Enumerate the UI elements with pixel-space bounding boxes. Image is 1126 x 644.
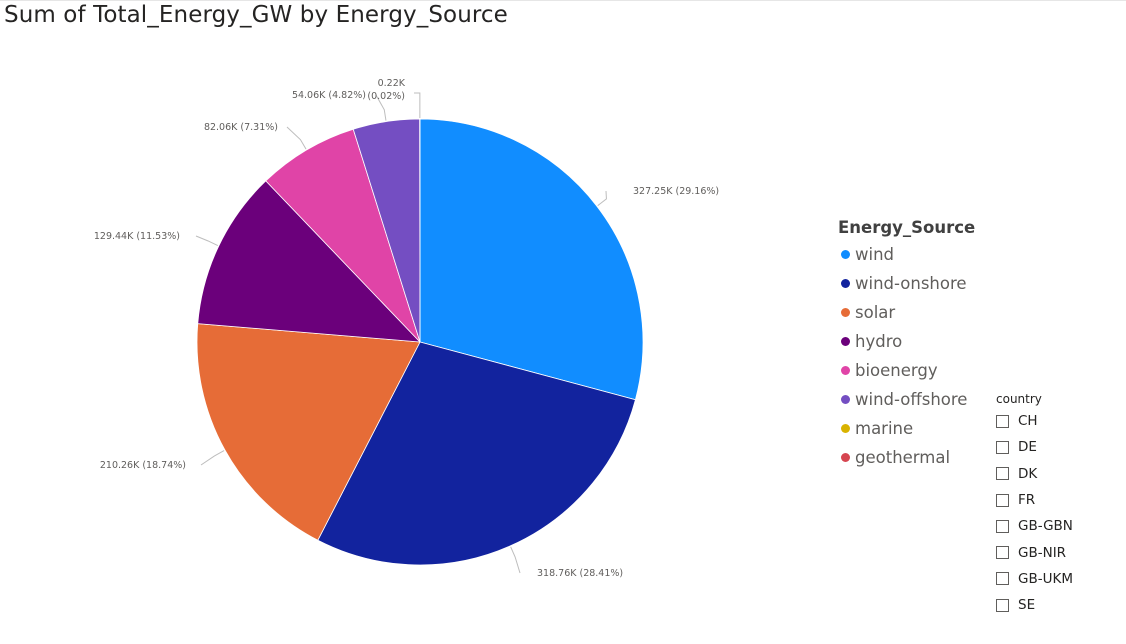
legend: Energy_Source wind wind-onshore solar hydro… [838, 216, 975, 472]
legend-item-wind-offshore[interactable]: wind-offshore [838, 385, 975, 414]
slicer-item-gb-gbn[interactable]: GB-GBN [996, 513, 1073, 539]
data-label-bioenergy: 82.06K (7.31%) [204, 122, 278, 133]
pie-slice-bioenergy[interactable] [265, 128, 421, 343]
legend-label: hydro [855, 332, 903, 351]
slicer-item-de[interactable]: DE [996, 434, 1073, 460]
legend-label: marine [855, 419, 914, 438]
slicer-item-label: DE [1018, 439, 1037, 456]
legend-item-bioenergy[interactable]: bioenergy [838, 356, 975, 385]
checkbox[interactable] [996, 414, 1009, 428]
data-label-hydro: 129.44K (11.53%) [94, 231, 180, 242]
slicer-item-gb-nir[interactable]: GB-NIR [996, 539, 1073, 565]
slicer-item-label: DK [1018, 465, 1038, 482]
legend-swatch [841, 453, 850, 462]
checkbox[interactable] [996, 572, 1009, 586]
slicer-item-label: GB-GBN [1018, 518, 1073, 535]
legend-title: Energy_Source [838, 218, 976, 237]
leader-line-bioenergy [286, 126, 307, 150]
legend-swatch [841, 250, 850, 259]
leader-line-marine [414, 92, 421, 119]
slicer-item-ch[interactable]: CH [996, 408, 1073, 434]
pie-slice-solar[interactable] [196, 323, 421, 541]
legend-item-marine[interactable]: marine [838, 414, 975, 443]
legend-swatch [841, 395, 850, 404]
slicer-title: country [996, 392, 1042, 406]
checkbox[interactable] [996, 440, 1009, 454]
legend-swatch [841, 279, 850, 288]
checkbox[interactable] [996, 493, 1009, 507]
data-label-marine-value: 0.22K [378, 78, 406, 89]
header-rule [0, 0, 1126, 1]
data-label-wind-offshore: 54.06K (4.82%) [292, 90, 366, 101]
data-label-marine-pct: (0.02%) [367, 91, 405, 102]
legend-label: wind-onshore [855, 274, 967, 293]
leader-line-wind-offshore [375, 94, 387, 121]
country-slicer: country CH DE DK FR GB-GBN GB-NIR GB-UKM SE [996, 390, 1073, 618]
slicer-item-label: CH [1018, 413, 1038, 430]
legend-swatch [841, 337, 850, 346]
leader-line-solar [200, 450, 225, 466]
legend-swatch [841, 424, 850, 433]
checkbox[interactable] [996, 598, 1009, 612]
legend-item-wind[interactable]: wind [838, 240, 975, 269]
legend-swatch [841, 308, 850, 317]
pie-slice-hydro[interactable] [197, 180, 422, 343]
legend-item-wind-onshore[interactable]: wind-onshore [838, 269, 975, 298]
leader-line-wind [597, 190, 607, 207]
checkbox[interactable] [996, 519, 1009, 533]
data-label-solar: 210.26K (18.74%) [100, 460, 186, 471]
leader-line-hydro [195, 235, 219, 247]
legend-item-geothermal[interactable]: geothermal [838, 443, 975, 472]
leader-line-wind-onshore [510, 546, 521, 574]
slicer-item-fr[interactable]: FR [996, 487, 1073, 513]
legend-swatch [841, 366, 850, 375]
checkbox[interactable] [996, 467, 1009, 481]
chart-title: Sum of Total_Energy_GW by Energy_Source [4, 2, 508, 28]
legend-label: wind-offshore [855, 390, 968, 409]
pie-slice-wind[interactable] [419, 118, 644, 401]
legend-item-hydro[interactable]: hydro [838, 327, 975, 356]
pie-slice-wind-onshore[interactable] [317, 341, 636, 566]
legend-item-solar[interactable]: solar [838, 298, 975, 327]
slicer-item-label: FR [1018, 492, 1036, 509]
slicer-item-dk[interactable]: DK [996, 461, 1073, 487]
slicer-item-label: SE [1018, 597, 1036, 614]
slicer-item-gb-ukm[interactable]: GB-UKM [996, 566, 1073, 592]
slicer-item-label: GB-NIR [1018, 544, 1067, 561]
legend-label: geothermal [855, 448, 951, 467]
slicer-item-label: GB-UKM [1018, 570, 1073, 587]
data-label-wind-onshore: 318.76K (28.41%) [537, 568, 623, 579]
data-label-wind: 327.25K (29.16%) [633, 186, 719, 197]
checkbox[interactable] [996, 546, 1009, 560]
legend-label: bioenergy [855, 361, 938, 380]
legend-label: solar [855, 303, 896, 322]
legend-label: wind [855, 245, 895, 264]
slicer-item-se[interactable]: SE [996, 592, 1073, 618]
